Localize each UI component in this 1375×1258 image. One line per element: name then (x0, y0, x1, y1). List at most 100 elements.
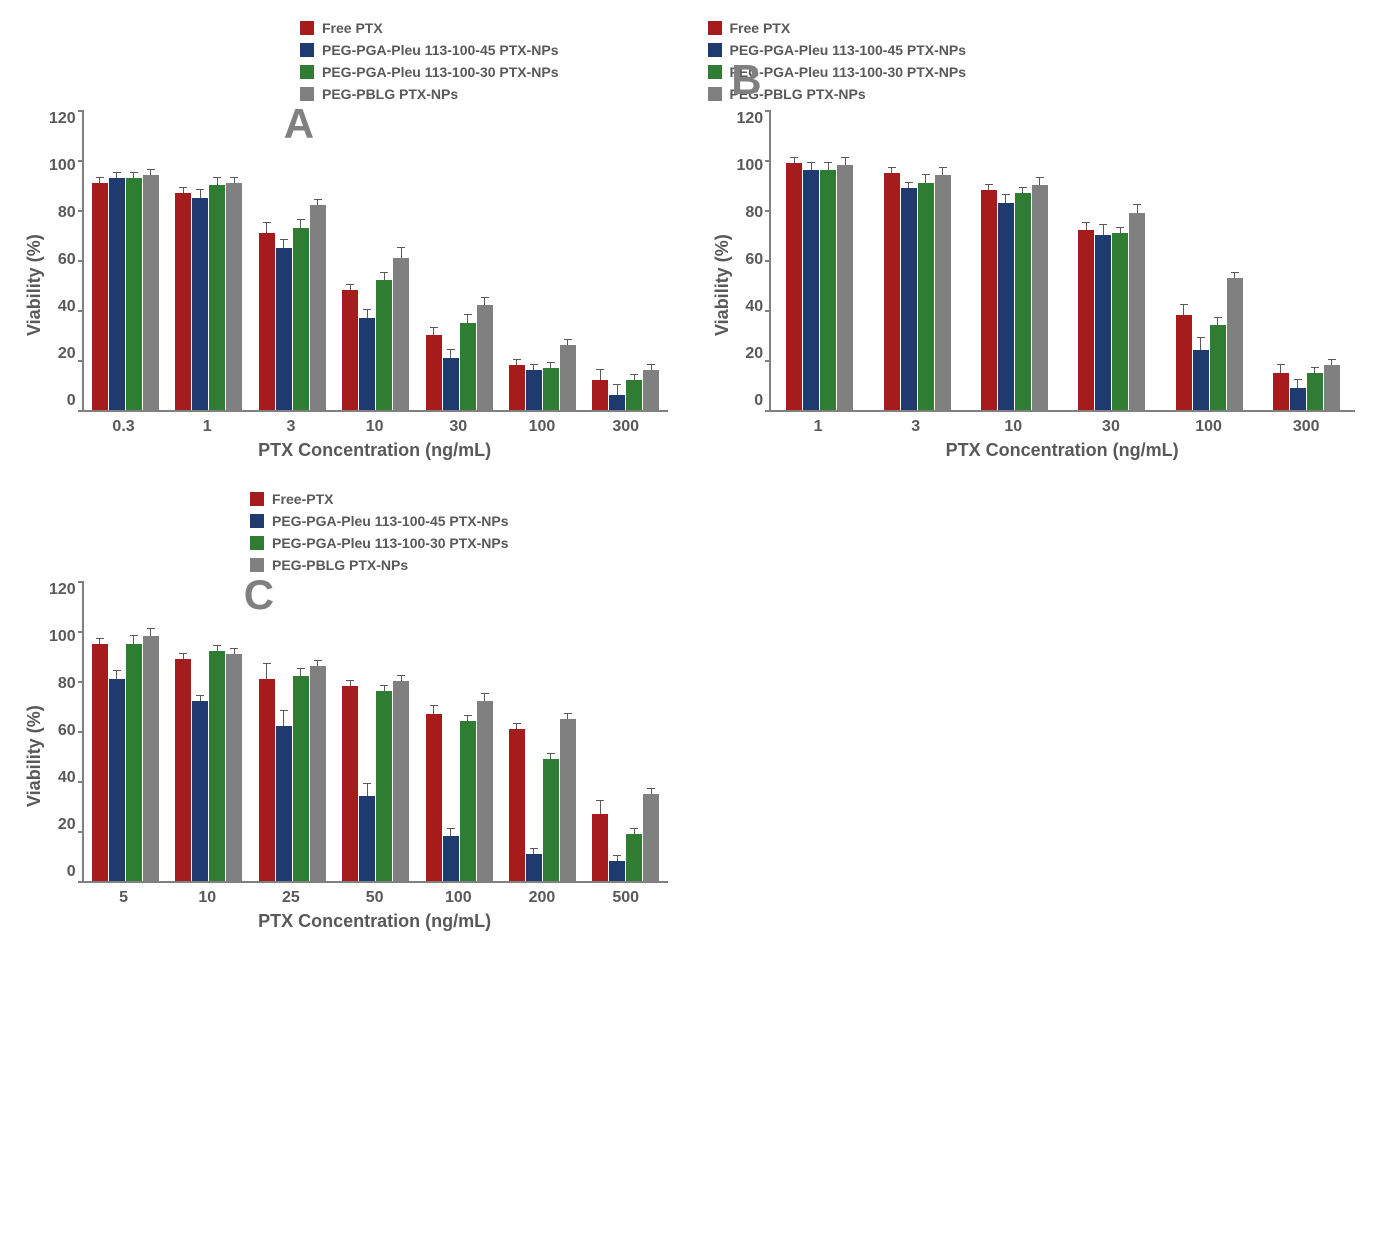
bar (1210, 317, 1226, 411)
bar-rect (192, 701, 208, 881)
x-tick: 10 (333, 412, 417, 436)
bar (109, 670, 125, 881)
x-tick: 50 (333, 883, 417, 907)
bar (92, 638, 108, 882)
error-stem (1086, 223, 1087, 231)
bar (209, 177, 225, 411)
bar-rect (1210, 325, 1226, 410)
bar-rect (376, 280, 392, 410)
y-tick-mark (78, 110, 84, 112)
y-tick-mark (765, 260, 771, 262)
y-tick-mark (78, 260, 84, 262)
legend-item: PEG-PGA-Pleu 113-100-45 PTX-NPs (708, 42, 1356, 58)
bar-rect (259, 233, 275, 411)
legend-swatch (300, 43, 314, 57)
error-stem (1039, 178, 1040, 186)
bar-group (84, 628, 167, 882)
y-tick-mark (78, 831, 84, 833)
y-axis-label: Viability (%) (708, 110, 737, 461)
x-tick: 10 (964, 412, 1062, 436)
legend-swatch (300, 87, 314, 101)
legend-swatch (300, 21, 314, 35)
x-tick: 30 (416, 412, 500, 436)
bar (393, 247, 409, 411)
legend-swatch (250, 514, 264, 528)
y-tick: 100 (49, 628, 76, 646)
bar (560, 713, 576, 882)
bar-rect (609, 861, 625, 881)
error-stem (266, 664, 267, 679)
bar (543, 753, 559, 882)
error-stem (217, 178, 218, 186)
bar-rect (1112, 233, 1128, 411)
error-stem (828, 163, 829, 171)
bar (126, 635, 142, 881)
y-tick-mark (78, 210, 84, 212)
x-tick: 30 (1062, 412, 1160, 436)
bar (543, 362, 559, 411)
figure-grid: Free PTXPEG-PGA-Pleu 113-100-45 PTX-NPsP… (20, 20, 1355, 932)
error-stem (300, 669, 301, 677)
bar (526, 848, 542, 882)
bar-group (334, 675, 417, 881)
bar-rect (293, 676, 309, 881)
bar-group (501, 339, 584, 410)
legend-item: PEG-PGA-Pleu 113-100-45 PTX-NPs (300, 42, 668, 58)
y-tick: 40 (745, 298, 763, 316)
bar-group (869, 167, 966, 411)
bar-rect (477, 701, 493, 881)
bar (609, 384, 625, 410)
bar-group (584, 788, 667, 882)
x-tick: 0.3 (82, 412, 166, 436)
error-stem (150, 629, 151, 637)
error-stem (283, 711, 284, 726)
x-axis-label: PTX Concentration (ng/mL) (82, 911, 668, 932)
bar (1095, 224, 1111, 410)
y-tick-mark (78, 360, 84, 362)
legend-label: PEG-PBLG PTX-NPs (272, 557, 408, 573)
bar (1227, 272, 1243, 411)
bar (786, 157, 802, 411)
bar (92, 177, 108, 411)
bar (901, 182, 917, 411)
bar-rect (901, 188, 917, 411)
bar-rect (998, 203, 1014, 411)
error-stem (1280, 365, 1281, 373)
x-axis-label: PTX Concentration (ng/mL) (769, 440, 1355, 461)
bar (226, 648, 242, 882)
legend-swatch (708, 87, 722, 101)
bar (1078, 222, 1094, 411)
bar (209, 645, 225, 881)
bar-rect (126, 644, 142, 882)
bar-rect (209, 651, 225, 881)
bar (443, 828, 459, 882)
bar-rect (543, 368, 559, 411)
bar-rect (1324, 365, 1340, 410)
bar (1307, 367, 1323, 411)
y-tick: 0 (67, 863, 76, 881)
panel-letter-b: B (731, 56, 761, 104)
error-stem (1137, 205, 1138, 213)
bar-rect (1273, 373, 1289, 411)
bar-group (417, 297, 500, 411)
y-tick-mark (78, 160, 84, 162)
bar-group (771, 157, 868, 411)
bar-rect (626, 380, 642, 410)
bar (460, 715, 476, 881)
error-stem (845, 158, 846, 166)
error-stem (401, 248, 402, 258)
bar (1032, 177, 1048, 411)
bar-rect (643, 794, 659, 882)
y-tick: 80 (58, 204, 76, 222)
bar-group (1063, 204, 1160, 410)
bar (443, 349, 459, 410)
error-stem (367, 784, 368, 797)
y-tick: 60 (58, 251, 76, 269)
bar (109, 172, 125, 411)
x-tick: 300 (1257, 412, 1355, 436)
bar-rect (1015, 193, 1031, 411)
legend-c: Free-PTXPEG-PGA-Pleu 113-100-45 PTX-NPsP… (250, 491, 668, 573)
y-tick-mark (78, 781, 84, 783)
bar-group (251, 660, 334, 881)
bar-rect (1290, 388, 1306, 411)
